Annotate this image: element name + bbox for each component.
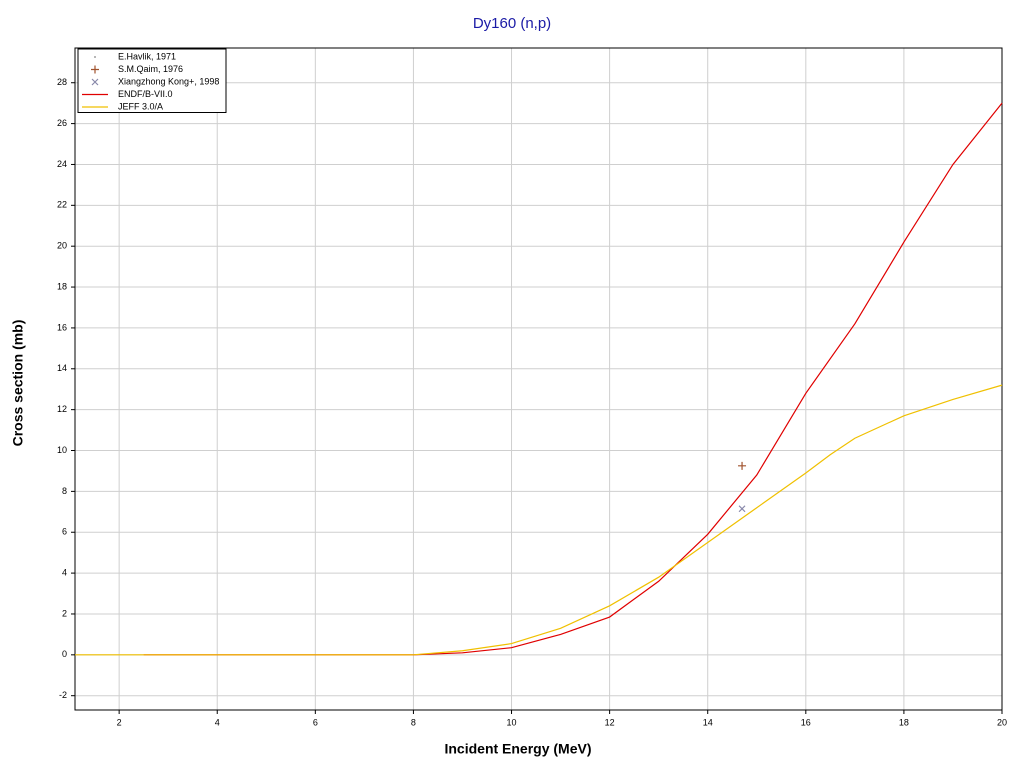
x-tick-label: 12	[605, 717, 615, 727]
y-tick-label: 2	[62, 608, 67, 618]
x-tick-label: 18	[899, 717, 909, 727]
y-tick-label: 6	[62, 527, 67, 537]
legend-box	[77, 48, 227, 113]
x-tick-label: 20	[997, 717, 1007, 727]
scatter-point	[738, 461, 747, 470]
legend-swatch	[91, 65, 99, 74]
x-tick-label: 6	[313, 717, 318, 727]
legend-label: JEFF 3.0/A	[118, 101, 163, 111]
y-tick-label: -2	[59, 690, 67, 700]
y-tick-label: 14	[57, 363, 67, 373]
chart-title: Dy160 (n,p)	[473, 15, 551, 32]
y-tick-label: 20	[57, 241, 67, 251]
x-tick-label: 8	[411, 717, 416, 727]
line-series	[143, 102, 1003, 656]
y-tick-label: 4	[62, 567, 67, 577]
y-tick-label: 10	[57, 445, 67, 455]
y-tick-label: 24	[57, 159, 67, 169]
y-tick-label: 18	[57, 281, 67, 291]
x-axis-label: Incident Energy (MeV)	[444, 741, 591, 757]
plot-frame	[74, 47, 1003, 711]
plot-area	[75, 48, 1002, 710]
y-tick-label: 22	[57, 200, 67, 210]
y-tick-label: 12	[57, 404, 67, 414]
y-axis-label: Cross section (mb)	[10, 320, 26, 447]
x-tick-label: 10	[507, 717, 517, 727]
legend-label: S.M.Qaim, 1976	[118, 64, 183, 74]
x-tick-label: 14	[703, 717, 713, 727]
legend-label: Xiangzhong Kong+, 1998	[118, 76, 219, 86]
y-tick-label: 8	[62, 486, 67, 496]
line-series	[75, 384, 1003, 656]
legend-label: ENDF/B-VII.0	[118, 89, 173, 99]
x-tick-label: 4	[215, 717, 220, 727]
legend-swatch	[91, 78, 99, 86]
scatter-point	[738, 505, 746, 513]
legend-swatch	[94, 56, 96, 58]
y-tick-label: 28	[57, 77, 67, 87]
y-tick-label: 26	[57, 118, 67, 128]
y-tick-label: 16	[57, 322, 67, 332]
legend-label: E.Havlik, 1971	[118, 51, 176, 61]
y-tick-label: 0	[62, 649, 67, 659]
x-tick-label: 16	[801, 717, 811, 727]
x-tick-label: 2	[117, 717, 122, 727]
